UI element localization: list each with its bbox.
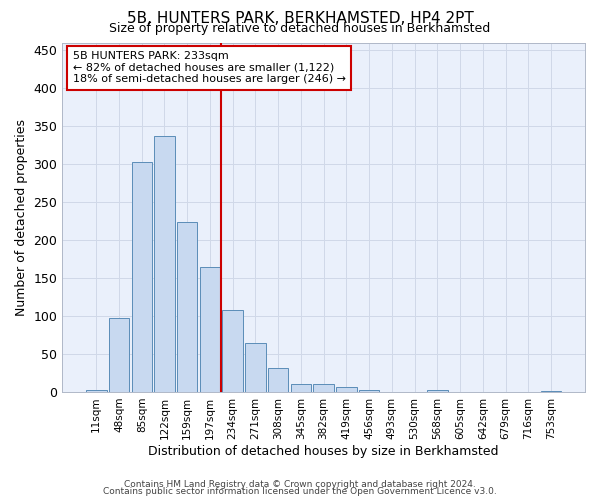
Text: 5B HUNTERS PARK: 233sqm
← 82% of detached houses are smaller (1,122)
18% of semi: 5B HUNTERS PARK: 233sqm ← 82% of detache… <box>73 51 346 84</box>
Bar <box>268 368 289 392</box>
Bar <box>336 386 356 392</box>
Bar <box>359 390 379 392</box>
Bar <box>245 342 266 392</box>
Bar <box>313 384 334 392</box>
Bar <box>131 162 152 392</box>
Bar <box>200 266 220 392</box>
Bar <box>154 136 175 392</box>
Text: Contains HM Land Registry data © Crown copyright and database right 2024.: Contains HM Land Registry data © Crown c… <box>124 480 476 489</box>
Bar <box>86 390 107 392</box>
Bar <box>290 384 311 392</box>
Bar <box>427 390 448 392</box>
Bar <box>541 391 561 392</box>
Y-axis label: Number of detached properties: Number of detached properties <box>15 118 28 316</box>
Text: 5B, HUNTERS PARK, BERKHAMSTED, HP4 2PT: 5B, HUNTERS PARK, BERKHAMSTED, HP4 2PT <box>127 11 473 26</box>
Bar <box>223 310 243 392</box>
Text: Size of property relative to detached houses in Berkhamsted: Size of property relative to detached ho… <box>109 22 491 35</box>
Bar <box>177 222 197 392</box>
X-axis label: Distribution of detached houses by size in Berkhamsted: Distribution of detached houses by size … <box>148 444 499 458</box>
Text: Contains public sector information licensed under the Open Government Licence v3: Contains public sector information licen… <box>103 487 497 496</box>
Bar <box>109 318 129 392</box>
